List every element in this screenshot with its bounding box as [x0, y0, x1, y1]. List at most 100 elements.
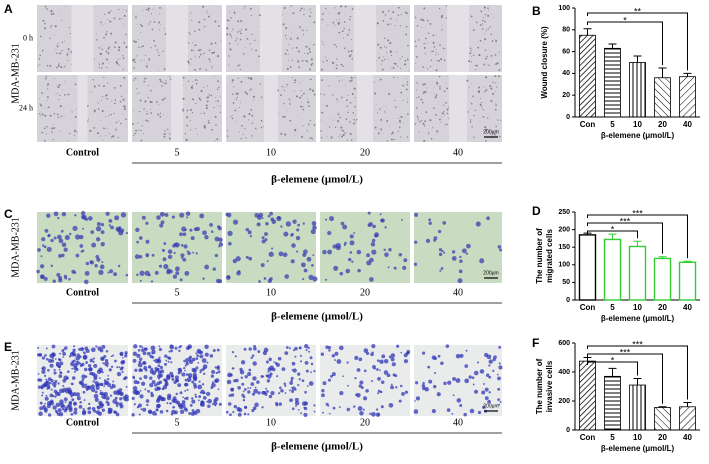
cell-speck [304, 361, 309, 365]
cell-speck [244, 91, 247, 94]
cell-speck [184, 390, 187, 392]
cell-speck [156, 358, 161, 363]
cell-speck [46, 246, 52, 253]
cell-speck [141, 346, 144, 349]
cell-speck [470, 108, 472, 110]
cell-speck [435, 54, 437, 56]
cell-speck [150, 393, 155, 398]
cell-speck [225, 212, 229, 216]
cell-speck [498, 362, 501, 365]
cell-speck [159, 223, 164, 228]
cell-speck [268, 357, 272, 362]
cell-speck [192, 98, 195, 101]
cell-speck [105, 23, 107, 25]
cell-speck [441, 29, 443, 31]
cell-speck [150, 89, 152, 92]
cell-speck [57, 216, 60, 220]
cell-speck [490, 55, 493, 57]
cell-speck [123, 14, 126, 17]
cell-speck [82, 354, 88, 360]
cell-speck [147, 9, 149, 12]
cell-speck [136, 390, 141, 395]
cell-speck [381, 59, 384, 62]
cell-speck [228, 55, 230, 57]
cell-speck [423, 139, 426, 142]
cell-speck [199, 53, 202, 56]
cell-speck [243, 412, 247, 416]
cell-speck [231, 117, 234, 120]
cell-speck [321, 13, 324, 16]
y-tick-label: 0 [566, 297, 570, 304]
cell-speck [55, 49, 57, 51]
cell-speck [338, 406, 341, 408]
cell-speck [435, 49, 437, 50]
cell-speck [489, 134, 491, 135]
cell-speck [420, 120, 423, 122]
cell-speck [258, 55, 260, 58]
cell-speck [245, 76, 247, 78]
cell-speck [72, 359, 76, 363]
cell-speck [101, 62, 104, 65]
cell-speck [379, 78, 382, 81]
cell-speck [219, 111, 221, 114]
y-tick-label: 40 [562, 70, 570, 77]
cell-speck [420, 18, 423, 21]
cell-speck [131, 413, 135, 417]
cell-speck [100, 67, 103, 69]
cell-speck [443, 381, 447, 386]
significance-label: *** [620, 216, 631, 226]
cell-speck [194, 68, 197, 71]
cell-speck [388, 402, 394, 408]
cell-speck [395, 386, 398, 389]
cell-speck [179, 391, 183, 395]
cell-speck [186, 216, 189, 219]
cell-speck [311, 137, 313, 139]
cell-speck [76, 131, 78, 133]
cell-speck [477, 410, 482, 415]
cell-speck [69, 132, 71, 135]
cell-speck [53, 112, 56, 115]
cell-speck [347, 111, 349, 113]
cell-speck [38, 58, 41, 60]
cell-speck [200, 67, 202, 69]
cell-speck [445, 5, 448, 7]
cell-speck [485, 76, 488, 79]
cell-speck [50, 13, 53, 16]
cell-speck [490, 99, 493, 103]
cell-speck [404, 390, 409, 394]
cell-speck [470, 102, 472, 104]
cell-speck [104, 116, 106, 118]
cell-speck [261, 236, 265, 240]
cell-speck [478, 54, 481, 57]
cell-speck [122, 357, 124, 359]
cell-speck [185, 396, 189, 400]
cell-speck [256, 61, 258, 62]
cell-speck [414, 40, 416, 43]
cell-speck [119, 392, 124, 397]
cell-speck [235, 256, 241, 262]
cell-speck [251, 409, 255, 413]
cell-speck [96, 33, 98, 35]
cell-speck [244, 405, 248, 410]
cell-speck [498, 130, 499, 132]
cell-speck [372, 224, 376, 229]
cell-speck [70, 382, 74, 386]
cell-speck [195, 102, 197, 105]
cell-speck [252, 361, 257, 366]
cell-speck [436, 392, 441, 397]
cell-speck [54, 391, 60, 396]
cell-speck [97, 346, 102, 351]
cell-speck [482, 108, 484, 111]
cell-speck [281, 86, 284, 88]
cell-speck [494, 75, 497, 78]
cell-speck [82, 390, 86, 394]
cell-speck [369, 412, 372, 415]
cell-speck [384, 37, 386, 40]
cell-speck [313, 21, 316, 24]
cell-speck [261, 239, 266, 244]
cell-speck [289, 100, 291, 102]
cell-speck [390, 383, 393, 386]
cell-speck [214, 75, 216, 77]
cell-speck [115, 60, 118, 64]
cell-speck [465, 252, 468, 255]
